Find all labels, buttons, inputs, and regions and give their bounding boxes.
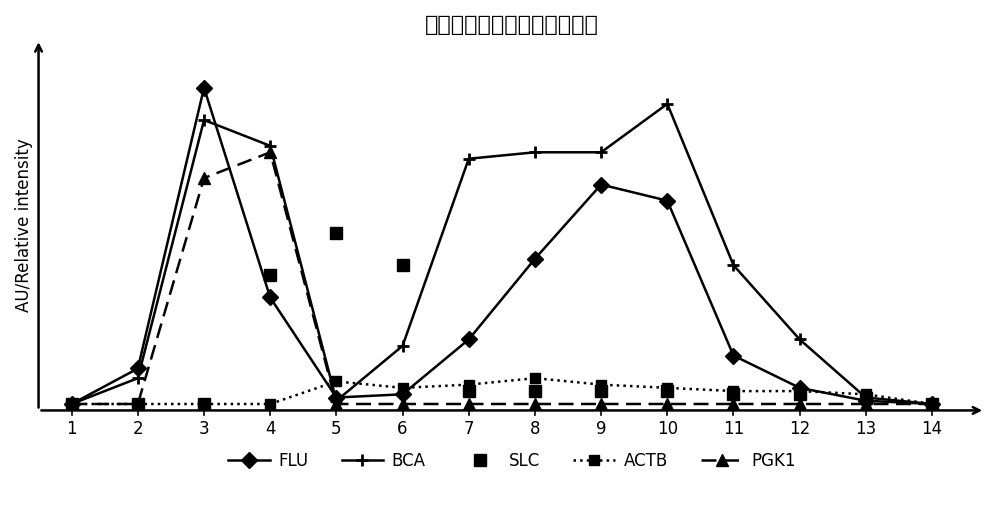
Legend: FLU, BCA, SLC, ACTB, PGK1: FLU, BCA, SLC, ACTB, PGK1 <box>221 445 802 476</box>
Y-axis label: AU/Relative intensity: AU/Relative intensity <box>15 138 33 312</box>
Title: 荧光脂质体示踪的排阻色谱法: 荧光脂质体示踪的排阻色谱法 <box>425 15 599 35</box>
